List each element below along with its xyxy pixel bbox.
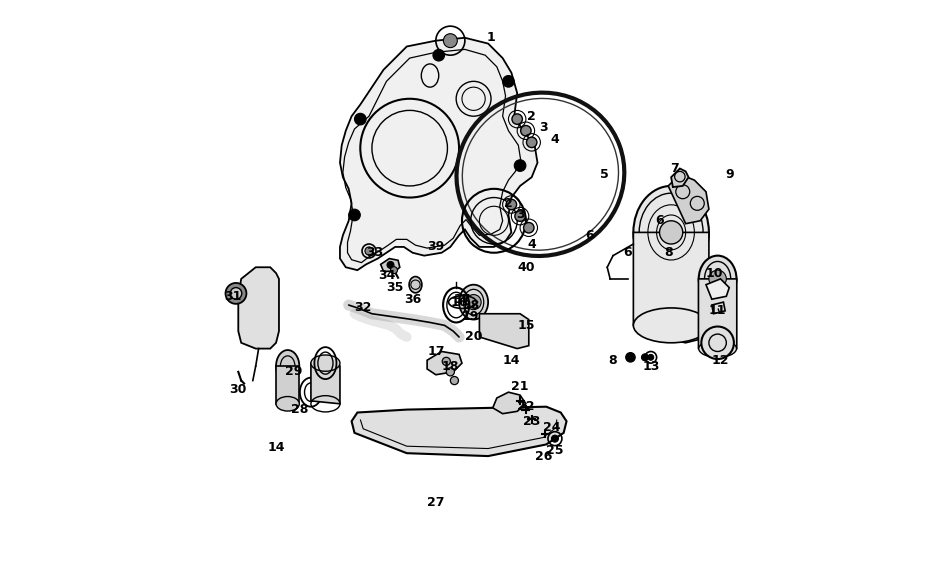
Circle shape [466,295,481,310]
Circle shape [450,376,458,385]
Ellipse shape [276,397,299,411]
Ellipse shape [633,186,708,279]
Polygon shape [238,267,279,349]
Circle shape [659,221,682,244]
Circle shape [230,288,242,299]
Text: 25: 25 [545,444,563,457]
Text: 1: 1 [486,31,495,44]
Polygon shape [492,392,526,414]
Polygon shape [276,366,299,404]
Circle shape [502,76,514,87]
Text: 38: 38 [462,299,479,311]
Text: 6: 6 [585,229,593,242]
Text: 7: 7 [669,162,678,175]
Text: 10: 10 [705,267,723,279]
Circle shape [514,211,525,221]
Text: 5: 5 [600,168,608,181]
Text: 37: 37 [453,293,470,306]
Text: 8: 8 [608,354,617,367]
Text: 17: 17 [426,345,445,358]
Circle shape [701,327,733,359]
Polygon shape [705,279,728,299]
Circle shape [432,49,444,61]
Circle shape [446,368,454,376]
Circle shape [226,283,247,304]
Text: 30: 30 [229,383,247,396]
Text: 8: 8 [664,246,672,259]
Text: 14: 14 [267,441,285,454]
Text: 4: 4 [550,133,559,146]
Text: 11: 11 [708,304,725,317]
Circle shape [511,114,522,124]
Text: 31: 31 [224,290,241,303]
Ellipse shape [459,285,487,320]
Polygon shape [670,168,688,187]
Circle shape [708,270,725,288]
Polygon shape [310,363,340,404]
Text: 2: 2 [504,197,512,210]
Polygon shape [633,232,708,343]
Text: 16: 16 [450,296,467,309]
Text: 21: 21 [511,380,528,393]
Text: 34: 34 [377,270,395,282]
Text: 23: 23 [523,415,540,428]
Text: 33: 33 [366,246,383,259]
Circle shape [348,209,360,221]
Text: 40: 40 [517,261,534,274]
Text: 14: 14 [502,354,520,367]
Circle shape [387,261,393,268]
Circle shape [520,125,530,136]
Text: 27: 27 [426,496,445,509]
Text: 26: 26 [534,450,551,462]
Text: 2: 2 [526,110,536,123]
Circle shape [390,267,397,274]
Ellipse shape [310,355,340,371]
Ellipse shape [633,308,708,343]
Text: 15: 15 [517,319,534,332]
Circle shape [442,357,450,365]
Text: 36: 36 [404,293,421,306]
Polygon shape [426,352,462,375]
Text: 19: 19 [462,310,479,323]
Text: 3: 3 [515,209,524,221]
Text: 4: 4 [526,238,536,250]
Text: 6: 6 [623,246,631,259]
Text: 18: 18 [441,360,459,372]
Text: 24: 24 [543,421,560,433]
Text: 39: 39 [426,241,444,253]
Text: 3: 3 [539,121,547,134]
Circle shape [514,160,526,171]
Polygon shape [351,407,565,456]
Circle shape [443,34,457,48]
Circle shape [354,113,366,125]
Text: 22: 22 [517,400,534,413]
Ellipse shape [698,256,736,302]
Circle shape [551,435,558,442]
Circle shape [526,137,536,148]
Polygon shape [698,279,736,354]
Text: 28: 28 [290,403,307,416]
Circle shape [506,199,516,210]
Text: 29: 29 [285,365,302,378]
Circle shape [625,353,634,362]
Ellipse shape [698,340,736,357]
Ellipse shape [408,277,422,293]
Text: 6: 6 [655,214,664,227]
Polygon shape [479,314,528,349]
Text: 20: 20 [465,331,482,343]
Text: 32: 32 [354,302,371,314]
Circle shape [365,247,372,255]
Polygon shape [711,302,724,314]
Polygon shape [380,259,400,271]
Circle shape [641,354,647,361]
Polygon shape [667,174,708,224]
Text: 9: 9 [724,168,733,181]
Text: 12: 12 [711,354,728,367]
Polygon shape [340,38,537,270]
Circle shape [647,354,653,360]
Ellipse shape [276,350,299,382]
Text: 13: 13 [642,360,659,372]
Circle shape [523,223,533,233]
Text: 35: 35 [387,281,404,294]
